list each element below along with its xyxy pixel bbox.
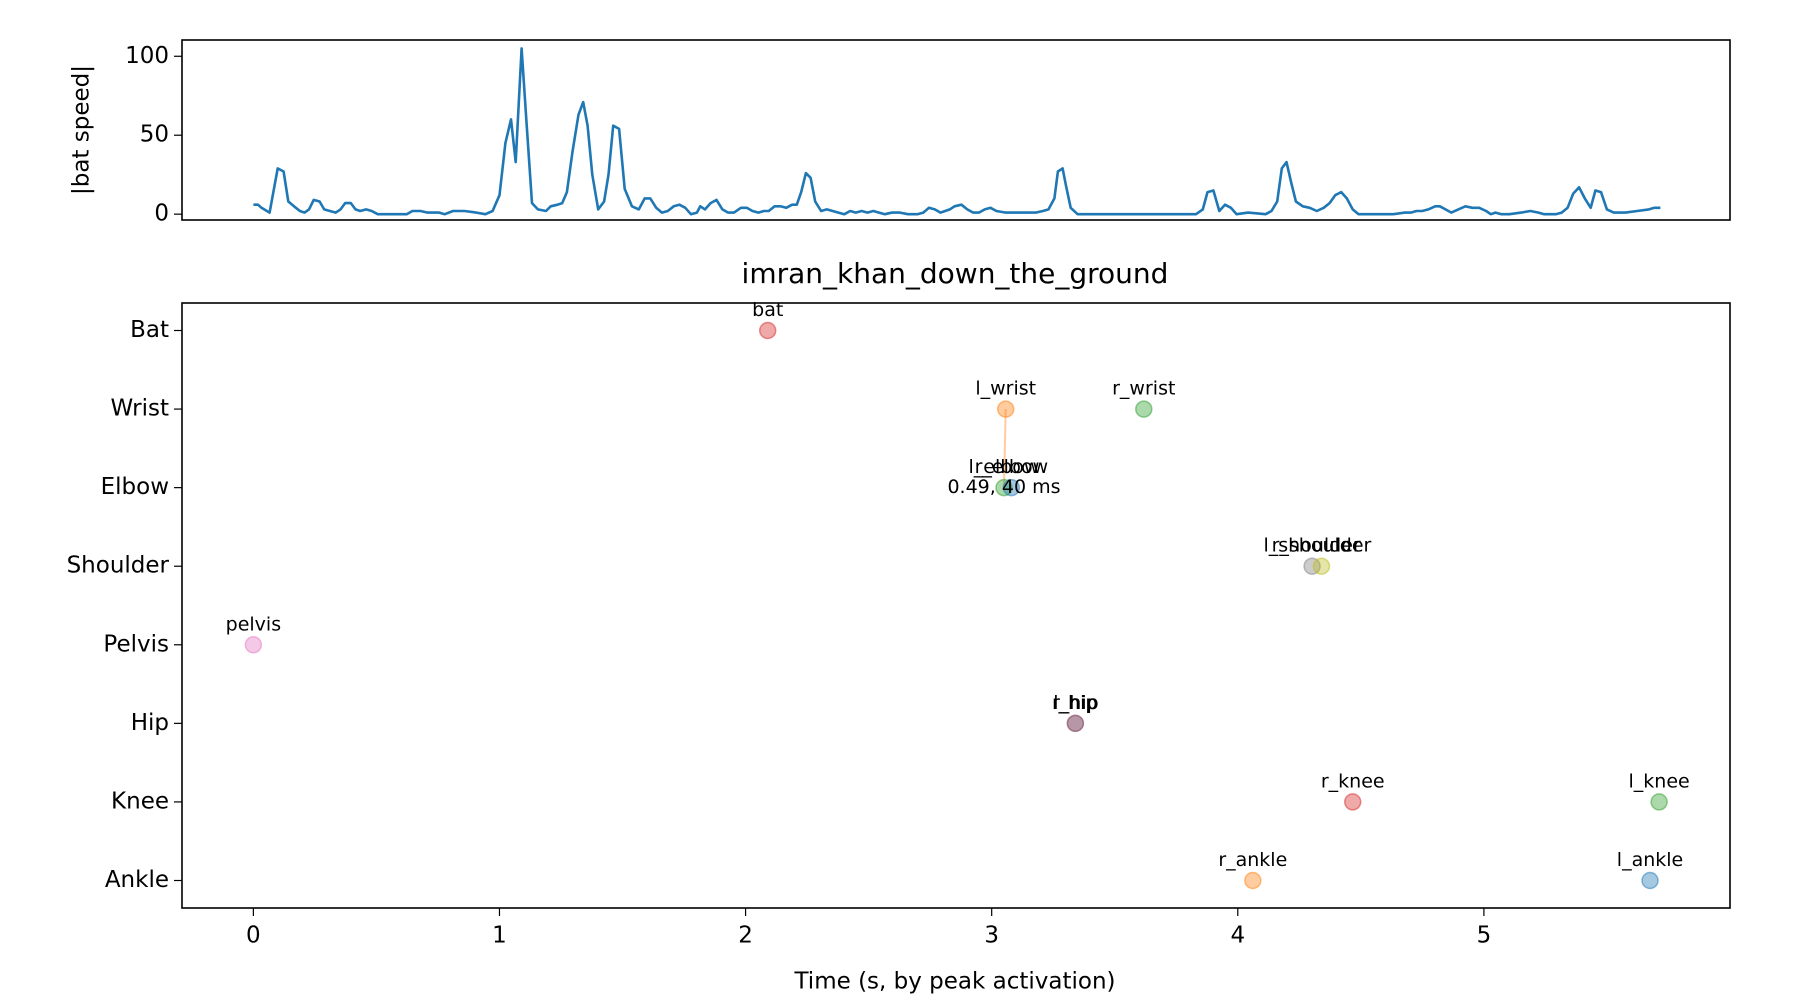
point: [1002, 478, 1021, 497]
point: [758, 321, 777, 340]
point-label: r_knee: [1321, 770, 1385, 792]
x-tick-label: 2: [738, 923, 753, 949]
y-tick-label: Bat: [130, 317, 169, 343]
annotation: 0.49, 40 ms: [947, 476, 1060, 498]
point-label: l_shoulder: [1263, 535, 1360, 557]
chart-title: imran_khan_down_the_ground: [742, 257, 1169, 290]
x-tick-label: 1: [492, 923, 507, 949]
point-label: l_hip: [1053, 692, 1097, 714]
y-tick-label: Elbow: [101, 474, 169, 500]
y-tick-label: 50: [140, 122, 169, 148]
point: [1066, 714, 1085, 733]
point-label: l_ankle: [1617, 849, 1683, 871]
point: [1135, 400, 1153, 418]
point-label: l_knee: [1629, 770, 1690, 792]
x-tick-label: 0: [246, 923, 261, 949]
point-label: l_elbow: [968, 456, 1039, 478]
y-tick-label: Knee: [111, 788, 169, 814]
point-label: r_shoulder: [1272, 535, 1372, 557]
point-label: pelvis: [226, 613, 281, 635]
x-tick-label: 5: [1477, 923, 1492, 949]
y-tick-label: Pelvis: [103, 631, 169, 657]
speed-line: [253, 47, 1661, 216]
y-tick-label: 0: [154, 201, 169, 227]
point-label: r_hip: [1052, 692, 1099, 714]
y-axis-label: |bat speed|: [69, 65, 95, 195]
point-label: r_ankle: [1218, 849, 1287, 871]
point: [1641, 871, 1659, 890]
point: [1312, 557, 1331, 575]
point-label: l_wrist: [975, 378, 1036, 400]
point: [1303, 557, 1321, 575]
y-tick-label: Shoulder: [67, 553, 170, 579]
annotation-connector: [1002, 409, 1007, 488]
point-label: r_elbow: [975, 456, 1049, 478]
point: [244, 636, 263, 654]
point: [996, 400, 1015, 418]
plot-frame: [181, 39, 1731, 221]
y-tick-label: Hip: [131, 710, 169, 736]
x-axis-label: Time (s, by peak activation): [793, 969, 1115, 995]
y-tick-label: Wrist: [110, 396, 169, 422]
point-label: r_wrist: [1112, 378, 1175, 400]
point: [1343, 793, 1362, 811]
y-tick-label: 100: [125, 43, 169, 69]
point: [1244, 871, 1262, 890]
point: [1650, 793, 1668, 811]
x-tick-label: 4: [1230, 923, 1245, 949]
y-tick-label: Ankle: [105, 867, 169, 893]
plot-frame: [181, 302, 1731, 909]
x-tick-label: 3: [984, 923, 999, 949]
point-label: bat: [752, 299, 783, 321]
